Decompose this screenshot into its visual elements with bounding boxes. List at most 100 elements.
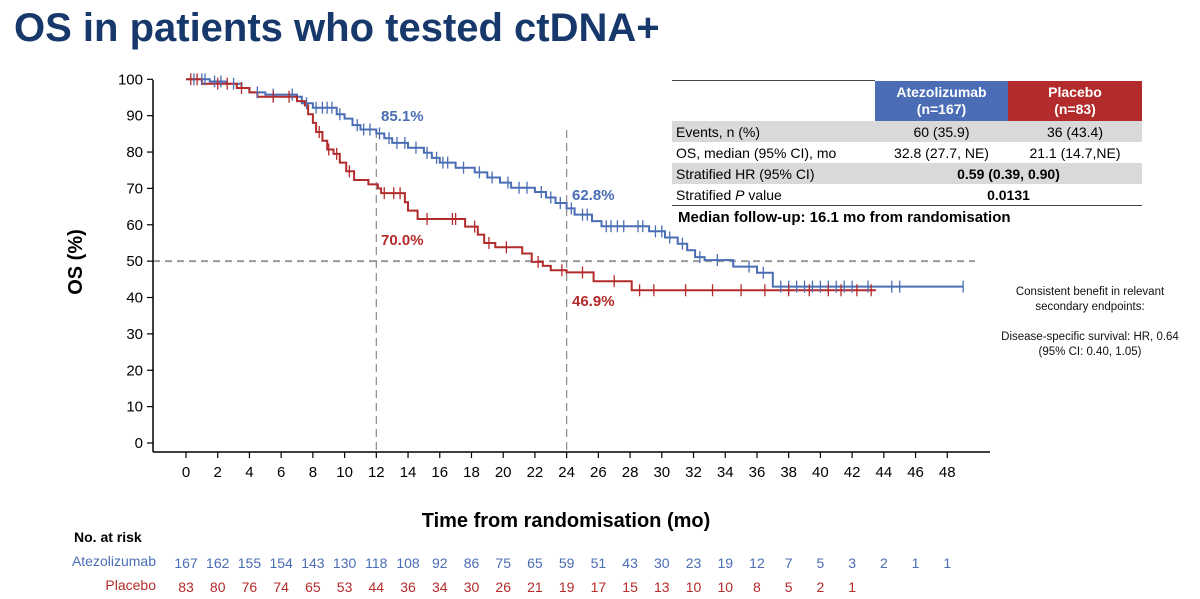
placebo-header-n: (n=83) — [1054, 100, 1096, 117]
risk-value-atezolizumab: 7 — [785, 555, 793, 571]
censor-marks — [190, 73, 964, 297]
risk-value-placebo: 53 — [337, 579, 353, 595]
y-axis-label: OS (%) — [65, 229, 87, 295]
risk-row-label-atezolizumab: Atezolizumab — [71, 553, 156, 569]
risk-value-placebo: 10 — [686, 579, 702, 595]
annotation-placebo: 70.0% — [381, 232, 424, 249]
survival-curves — [186, 78, 964, 292]
y-tick-label: 10 — [126, 399, 143, 416]
risk-value-placebo: 1 — [848, 579, 856, 595]
y-tick-label: 60 — [126, 217, 143, 234]
risk-value-atezolizumab: 143 — [301, 555, 325, 571]
side-note: Consistent benefit in relevant secondary… — [992, 285, 1188, 375]
median-os-placebo: 21.1 (14.7,NE) — [1029, 144, 1121, 161]
x-tick-label: 48 — [939, 464, 956, 481]
median-os-atezolizumab: 32.8 (27.7, NE) — [894, 144, 989, 161]
x-tick-label: 24 — [558, 464, 575, 481]
risk-value-placebo: 30 — [464, 579, 480, 595]
x-tick-label: 34 — [717, 464, 734, 481]
x-tick-label: 20 — [495, 464, 512, 481]
median-os-label: OS, median (95% CI), mo — [676, 144, 837, 161]
curve-atezolizumab — [186, 78, 964, 288]
hazard-ratio-row: Stratified HR (95% CI) 0.59 (0.39, 0.90) — [672, 163, 1142, 184]
stats-header-row: Atezolizumab (n=167) Placebo (n=83) — [672, 80, 1142, 121]
risk-value-placebo: 76 — [242, 579, 258, 595]
x-tick-label: 46 — [907, 464, 924, 481]
risk-value-atezolizumab: 5 — [817, 555, 825, 571]
annotation-atezolizumab: 85.1% — [381, 108, 424, 125]
x-tick-label: 38 — [780, 464, 797, 481]
risk-value-atezolizumab: 12 — [749, 555, 765, 571]
risk-value-atezolizumab: 23 — [686, 555, 702, 571]
risk-value-placebo: 2 — [817, 579, 825, 595]
atezolizumab-header-name: Atezolizumab — [896, 83, 987, 100]
hazard-ratio-value: 0.59 (0.39, 0.90) — [875, 163, 1142, 184]
median-followup: Median follow-up: 16.1 mo from randomisa… — [678, 209, 1011, 226]
events-atezolizumab: 60 (35.9) — [875, 121, 1008, 142]
risk-value-atezolizumab: 1 — [912, 555, 920, 571]
risk-value-atezolizumab: 51 — [591, 555, 607, 571]
curve-placebo — [186, 78, 876, 292]
risk-value-placebo: 13 — [654, 579, 670, 595]
risk-value-atezolizumab: 3 — [848, 555, 856, 571]
risk-value-placebo: 5 — [785, 579, 793, 595]
x-tick-label: 22 — [527, 464, 544, 481]
x-tick-label: 30 — [653, 464, 670, 481]
y-tick-label: 90 — [126, 108, 143, 125]
risk-value-atezolizumab: 162 — [206, 555, 230, 571]
x-tick-label: 42 — [844, 464, 861, 481]
x-tick-label: 40 — [812, 464, 829, 481]
x-axis-label: Time from randomisation (mo) — [422, 510, 711, 532]
events-label: Events, n (%) — [672, 121, 875, 142]
risk-value-placebo: 83 — [178, 579, 194, 595]
stats-table: Atezolizumab (n=167) Placebo (n=83) Even… — [672, 80, 1142, 206]
risk-value-atezolizumab: 2 — [880, 555, 888, 571]
risk-value-atezolizumab: 1 — [943, 555, 951, 571]
x-tick-label: 8 — [309, 464, 317, 481]
x-tick-label: 2 — [214, 464, 222, 481]
x-tick-label: 32 — [685, 464, 702, 481]
x-tick-label: 6 — [277, 464, 285, 481]
risk-value-atezolizumab: 154 — [269, 555, 293, 571]
p-value-value: 0.0131 — [875, 184, 1142, 206]
y-tick-label: 40 — [126, 290, 143, 307]
risk-value-placebo: 26 — [495, 579, 511, 595]
x-tick-label: 0 — [182, 464, 190, 481]
risk-value-atezolizumab: 130 — [333, 555, 357, 571]
x-tick-label: 26 — [590, 464, 607, 481]
risk-value-atezolizumab: 75 — [495, 555, 511, 571]
y-tick-label: 30 — [126, 326, 143, 343]
y-tick-label: 50 — [126, 253, 143, 270]
x-tick-label: 36 — [749, 464, 766, 481]
risk-value-atezolizumab: 108 — [396, 555, 420, 571]
risk-value-placebo: 65 — [305, 579, 321, 595]
risk-value-placebo: 74 — [273, 579, 289, 595]
risk-value-placebo: 15 — [622, 579, 638, 595]
slide-title: OS in patients who tested ctDNA+ — [14, 6, 660, 50]
x-tick-label: 14 — [400, 464, 417, 481]
side-note-line1: Consistent benefit in relevant secondary… — [1015, 286, 1165, 313]
y-tick-label: 20 — [126, 362, 143, 379]
events-row: Events, n (%) 60 (35.9) 36 (43.4) — [672, 121, 1142, 142]
y-tick-label: 80 — [126, 144, 143, 161]
risk-value-atezolizumab: 118 — [365, 555, 388, 571]
side-note-line2: Disease-specific survival: HR, 0.64 (95%… — [1001, 331, 1179, 358]
placebo-header: Placebo (n=83) — [1008, 80, 1142, 121]
annotation-placebo: 46.9% — [572, 293, 615, 310]
atezolizumab-header: Atezolizumab (n=167) — [875, 80, 1008, 121]
risk-value-placebo: 34 — [432, 579, 448, 595]
x-tick-label: 44 — [875, 464, 892, 481]
hazard-ratio-label: Stratified HR (95% CI) — [672, 163, 875, 184]
risk-value-atezolizumab: 30 — [654, 555, 670, 571]
annotation-atezolizumab: 62.8% — [572, 187, 615, 204]
p-value-label-pre: Stratified — [676, 186, 736, 203]
median-os-row: OS, median (95% CI), mo 32.8 (27.7, NE) … — [672, 142, 1142, 163]
risk-value-placebo: 44 — [369, 579, 385, 595]
risk-value-atezolizumab: 59 — [559, 555, 575, 571]
atezolizumab-header-n: (n=167) — [916, 100, 967, 117]
x-tick-label: 18 — [463, 464, 480, 481]
stats-header-blank — [672, 80, 875, 121]
x-tick-label: 4 — [245, 464, 253, 481]
p-value-label-post: value — [744, 186, 782, 203]
